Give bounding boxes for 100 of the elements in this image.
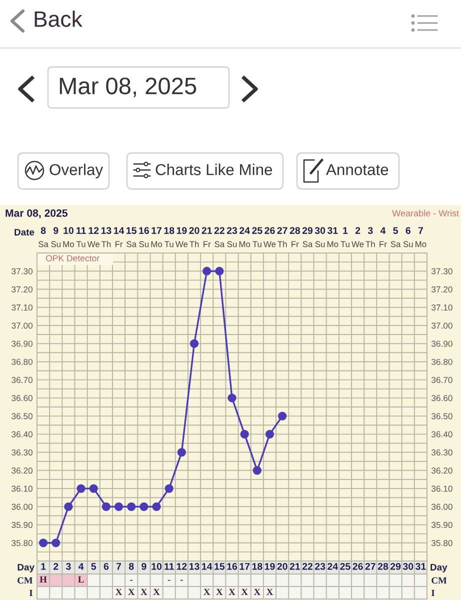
text: H (40, 576, 47, 583)
y-tick-label: 36.40 (12, 431, 32, 438)
point (114, 502, 124, 511)
x2-tick-label: 28 (290, 227, 300, 234)
x-tick-label: We (175, 241, 188, 248)
text: Mar 08, 2025 (60, 78, 196, 98)
x-tick-label: 18 (252, 562, 262, 570)
x-tick-label: 28 (378, 562, 388, 570)
x2-tick-label: 21 (202, 227, 212, 234)
x-tick-label: Th (101, 240, 111, 248)
x-tick-label: Sa (302, 241, 313, 248)
x2-tick-label: 29 (302, 227, 313, 234)
x-tick-label: 26 (352, 562, 363, 570)
y-tick-label: 37.10 (12, 304, 32, 311)
x-tick-label: Tu (76, 241, 86, 248)
x2-tick-label: 2 (355, 227, 360, 234)
x2-tick-label: 27 (277, 227, 288, 234)
x-tick-label: Mo (327, 241, 338, 248)
x-tick-label: Sa (390, 241, 401, 248)
x-tick-label: Fr (380, 241, 387, 248)
y-tick-label: 36.10 (12, 486, 32, 492)
x2-tick-label: 9 (54, 227, 58, 234)
x-tick-label: 22 (302, 562, 312, 570)
point (127, 502, 136, 511)
x2-tick-label: 26 (264, 227, 275, 234)
x-tick-label: Su (403, 241, 413, 248)
x-tick-label: 8 (128, 562, 134, 570)
x-tick-label: Fr (204, 241, 211, 248)
x-tick-label: 9 (142, 562, 146, 570)
point (152, 502, 161, 511)
chart-title: Mar 08, 2025 (6, 209, 68, 218)
x-tick-label: Sa (214, 241, 225, 248)
point (164, 484, 174, 493)
x2-tick-label: 1 (343, 227, 348, 234)
x-tick-label: Sa (38, 241, 48, 248)
x-tick-label: 5 (91, 563, 96, 570)
point (252, 466, 262, 475)
text: X (140, 588, 148, 596)
x2-tick-label: 15 (126, 227, 136, 234)
x-tick-label: 20 (277, 562, 288, 570)
x-tick-label: 11 (164, 563, 174, 570)
x-tick-label: 19 (264, 562, 275, 570)
y-tick-label: 36.00 (12, 504, 32, 510)
point (102, 502, 110, 511)
y-tick-label: 37.20 (12, 286, 32, 292)
y-tick-label: 37.30 (12, 268, 32, 274)
y-tick-label: 36.70 (12, 376, 32, 384)
x-tick-label: 15 (214, 563, 225, 570)
x-tick-label: 10 (152, 562, 162, 570)
point (228, 394, 236, 402)
text: X (266, 588, 274, 596)
x-tick-label: 3 (66, 562, 71, 570)
point (52, 538, 60, 548)
x-tick-label: 24 (328, 562, 338, 570)
x-tick-label: Th (366, 240, 375, 248)
x2-tick-label: 4 (380, 227, 386, 234)
text: X (116, 588, 122, 596)
x2-tick-label: 5 (393, 227, 398, 234)
x2-tick-label: 8 (40, 227, 46, 234)
point (278, 412, 287, 420)
x-tick-label: 12 (176, 562, 187, 570)
x2-tick-label: 13 (101, 227, 112, 234)
point (64, 502, 73, 511)
chart-subtitle: Wearable - Wrist (392, 210, 459, 216)
point (190, 339, 199, 348)
x-tick-label: 1 (41, 563, 46, 570)
y-tick-label: 36.80 (12, 358, 32, 365)
y-tick-label: 35.80 (12, 540, 32, 546)
x-tick-label: Tu (164, 241, 174, 248)
x-tick-label: Th (278, 240, 287, 248)
x-tick-label: 4 (78, 563, 84, 570)
x2-tick-label: 6 (406, 227, 410, 234)
x2-tick-label: 18 (164, 227, 174, 234)
x2-tick-label: 19 (176, 227, 187, 234)
x-tick-label: Su (139, 241, 149, 248)
x-tick-label: Mo (63, 241, 74, 248)
y-tick-label: 36.20 (12, 468, 32, 474)
text: Back (34, 10, 82, 27)
point (202, 266, 212, 276)
x2-tick-label: 14 (114, 227, 124, 234)
x-tick-label: We (352, 241, 364, 248)
text: X (153, 588, 160, 596)
x-tick-label: 25 (340, 562, 350, 570)
text: X (128, 588, 135, 596)
x2-tick-label: 16 (139, 227, 149, 234)
x2-tick-label: 23 (226, 227, 238, 234)
x2-tick-label: 11 (76, 227, 86, 234)
x-tick-label: Sa (126, 241, 137, 248)
annotation: OPK Detector (46, 255, 100, 262)
x-tick-label: 21 (290, 562, 300, 570)
text: Charts Like Mine (156, 164, 272, 176)
x2-tick-label: 20 (189, 227, 200, 234)
x-tick-label: Su (227, 241, 237, 248)
text: L (78, 576, 84, 583)
x-tick-label: Th (190, 240, 199, 248)
y-tick-label: 37.00 (12, 322, 32, 329)
point (140, 502, 148, 511)
text: X (241, 588, 248, 596)
x2-tick-label: 30 (314, 227, 326, 234)
text: X (254, 588, 260, 596)
